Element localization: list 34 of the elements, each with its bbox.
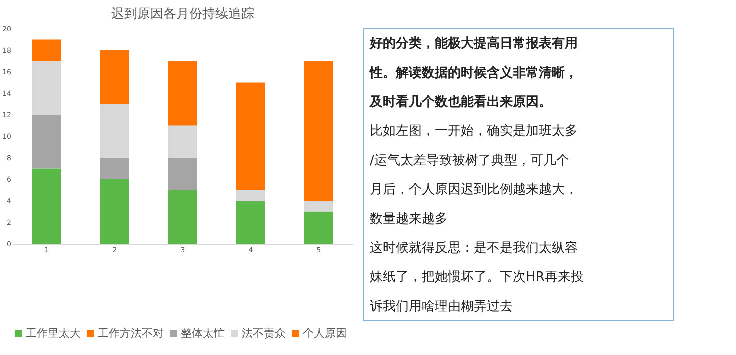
text: 数量越来越多	[370, 212, 448, 227]
bar	[168, 190, 198, 244]
bar	[236, 190, 266, 201]
text: 诉我们用啥理由糊弄过去	[370, 299, 513, 314]
text: 及时看几个数也能看出来原因。	[369, 94, 552, 110]
text: /运气太差导致被树了典型，可几个	[370, 153, 570, 168]
legend-label: 工作方法不对	[98, 326, 164, 340]
legend-label: 整体太忙	[181, 326, 225, 340]
bar	[304, 61, 334, 201]
bar	[32, 61, 62, 115]
legend-label: 工作里太大	[26, 326, 81, 340]
bar	[100, 158, 130, 180]
bar	[236, 201, 266, 244]
bar	[236, 82, 266, 190]
text: 月后，个人原因迟到比例越来越大，	[370, 182, 578, 198]
bar	[32, 115, 62, 169]
bar	[32, 168, 62, 244]
legend-label: 个人原因	[303, 326, 347, 340]
text: 性。解读数据的时候含义非常清晰，	[369, 64, 578, 81]
text: 这时候就得反思：是不是我们太纵容	[370, 240, 578, 256]
text: 妹纸了，把她惯坏了。下次HR再来投	[370, 270, 584, 286]
bar	[100, 104, 130, 158]
bar	[32, 40, 62, 62]
bar	[100, 50, 130, 104]
bar	[168, 126, 198, 158]
bar	[100, 180, 130, 244]
text: 比如左图，一开始，确实是加班太多	[370, 124, 578, 140]
text: 好的分类，能极大提高日常报表有用	[369, 36, 578, 52]
bar	[168, 61, 198, 126]
chart-title: 迟到原因各月份持续追踪	[112, 7, 254, 22]
bar	[168, 158, 198, 190]
legend-label: 法不责众	[242, 326, 286, 340]
bar	[304, 201, 334, 212]
bar	[304, 212, 334, 244]
